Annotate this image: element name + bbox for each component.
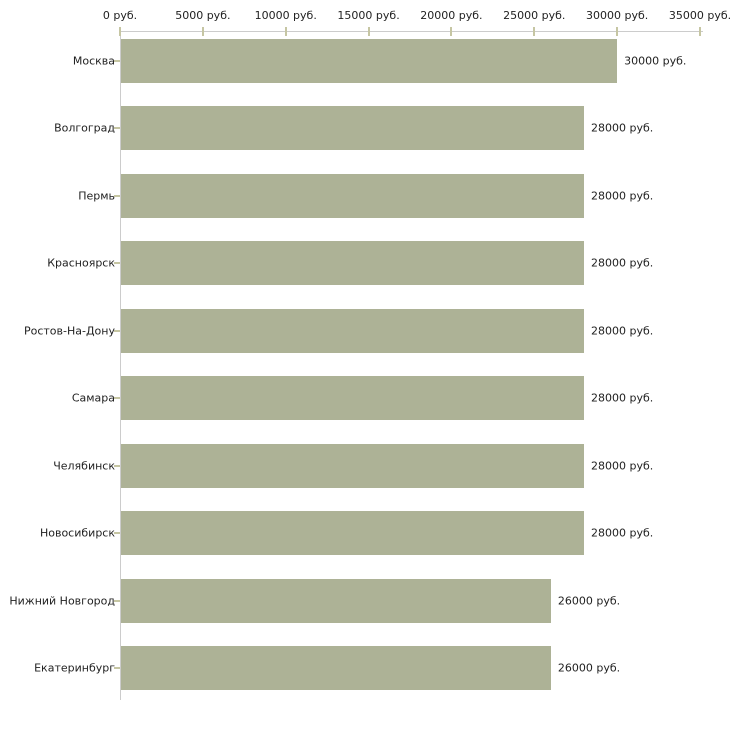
category-tick	[114, 464, 120, 467]
category-tick	[114, 599, 120, 602]
bar	[121, 578, 551, 623]
x-axis-tick	[367, 27, 370, 36]
x-axis-tick-label: 5000 руб.	[175, 9, 231, 22]
x-axis-tick	[533, 27, 536, 36]
bar-value-label: 28000 руб.	[591, 324, 654, 337]
bar-value-label: 28000 руб.	[591, 256, 654, 270]
bar-value-label: 28000 руб.	[591, 459, 654, 472]
bar	[121, 38, 618, 83]
y-axis-line	[120, 31, 121, 700]
category-tick	[114, 667, 120, 669]
category-label: Ростов-На-Дону	[23, 324, 115, 337]
x-axis-tick	[119, 27, 121, 36]
category-tick	[114, 194, 120, 197]
category-label: Москва	[72, 54, 115, 67]
bar	[121, 443, 584, 488]
category-label: Новосибирск	[39, 526, 115, 540]
x-axis-tick-label: 0 руб.	[102, 9, 138, 22]
x-axis-tick-label: 35000 руб.	[668, 9, 730, 22]
x-axis-tick-label: 20000 руб.	[420, 9, 483, 22]
bar	[121, 376, 584, 420]
bar	[121, 106, 584, 150]
x-axis-line	[120, 31, 703, 32]
x-axis-tick-label: 10000 руб.	[254, 9, 317, 22]
category-tick	[114, 262, 120, 264]
category-tick	[114, 329, 120, 332]
x-axis-tick-label: 15000 руб.	[337, 9, 400, 22]
bar-value-label: 26000 руб.	[557, 661, 621, 675]
bar-value-label: 28000 руб.	[591, 189, 654, 202]
category-label: Красноярск	[47, 256, 115, 270]
category-label: Нижний Новгород	[9, 594, 115, 607]
category-label: Самара	[71, 391, 115, 405]
bar-value-label: 26000 руб.	[557, 594, 621, 607]
bar	[121, 308, 584, 353]
x-axis-tick	[616, 27, 619, 36]
x-axis-tick	[699, 27, 701, 36]
x-axis-tick	[284, 27, 287, 36]
bar-value-label: 28000 руб.	[591, 121, 654, 135]
category-label: Волгоград	[54, 121, 115, 135]
x-axis-tick-label: 25000 руб.	[503, 9, 566, 22]
category-label: Екатеринбург	[34, 661, 115, 675]
bar	[121, 646, 551, 690]
category-label: Пермь	[78, 189, 115, 202]
bar	[121, 511, 584, 555]
bar	[121, 173, 584, 218]
category-tick	[114, 397, 120, 399]
category-tick	[114, 127, 120, 129]
bar-value-label: 30000 руб.	[624, 54, 687, 67]
x-axis-tick	[450, 27, 453, 36]
category-label: Челябинск	[53, 459, 115, 472]
x-axis-tick	[201, 27, 204, 36]
bar-value-label: 28000 руб.	[591, 391, 654, 405]
category-tick	[114, 59, 120, 62]
x-axis-tick-label: 30000 руб.	[586, 9, 649, 22]
bar	[121, 241, 584, 285]
category-tick	[114, 532, 120, 534]
bar-value-label: 28000 руб.	[591, 526, 654, 540]
